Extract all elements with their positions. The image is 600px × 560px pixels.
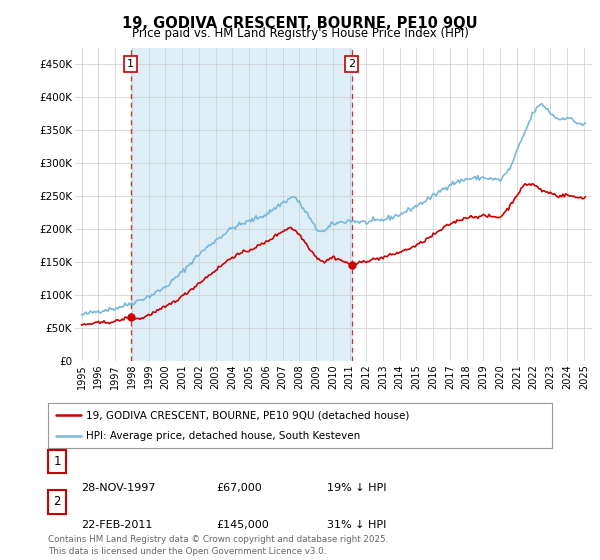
Text: 19% ↓ HPI: 19% ↓ HPI <box>327 483 386 493</box>
Text: £145,000: £145,000 <box>216 520 269 530</box>
Text: 31% ↓ HPI: 31% ↓ HPI <box>327 520 386 530</box>
Text: 2: 2 <box>53 495 61 508</box>
Text: 1: 1 <box>127 59 134 69</box>
Text: 22-FEB-2011: 22-FEB-2011 <box>81 520 152 530</box>
Text: 1: 1 <box>53 455 61 468</box>
Text: Price paid vs. HM Land Registry's House Price Index (HPI): Price paid vs. HM Land Registry's House … <box>131 27 469 40</box>
Text: Contains HM Land Registry data © Crown copyright and database right 2025.
This d: Contains HM Land Registry data © Crown c… <box>48 535 388 556</box>
Text: 19, GODIVA CRESCENT, BOURNE, PE10 9QU (detached house): 19, GODIVA CRESCENT, BOURNE, PE10 9QU (d… <box>86 410 409 421</box>
Bar <box>131 48 352 361</box>
Text: 28-NOV-1997: 28-NOV-1997 <box>81 483 155 493</box>
Text: 2: 2 <box>348 59 355 69</box>
Text: HPI: Average price, detached house, South Kesteven: HPI: Average price, detached house, Sout… <box>86 431 360 441</box>
Text: £67,000: £67,000 <box>216 483 262 493</box>
Text: 19, GODIVA CRESCENT, BOURNE, PE10 9QU: 19, GODIVA CRESCENT, BOURNE, PE10 9QU <box>122 16 478 31</box>
